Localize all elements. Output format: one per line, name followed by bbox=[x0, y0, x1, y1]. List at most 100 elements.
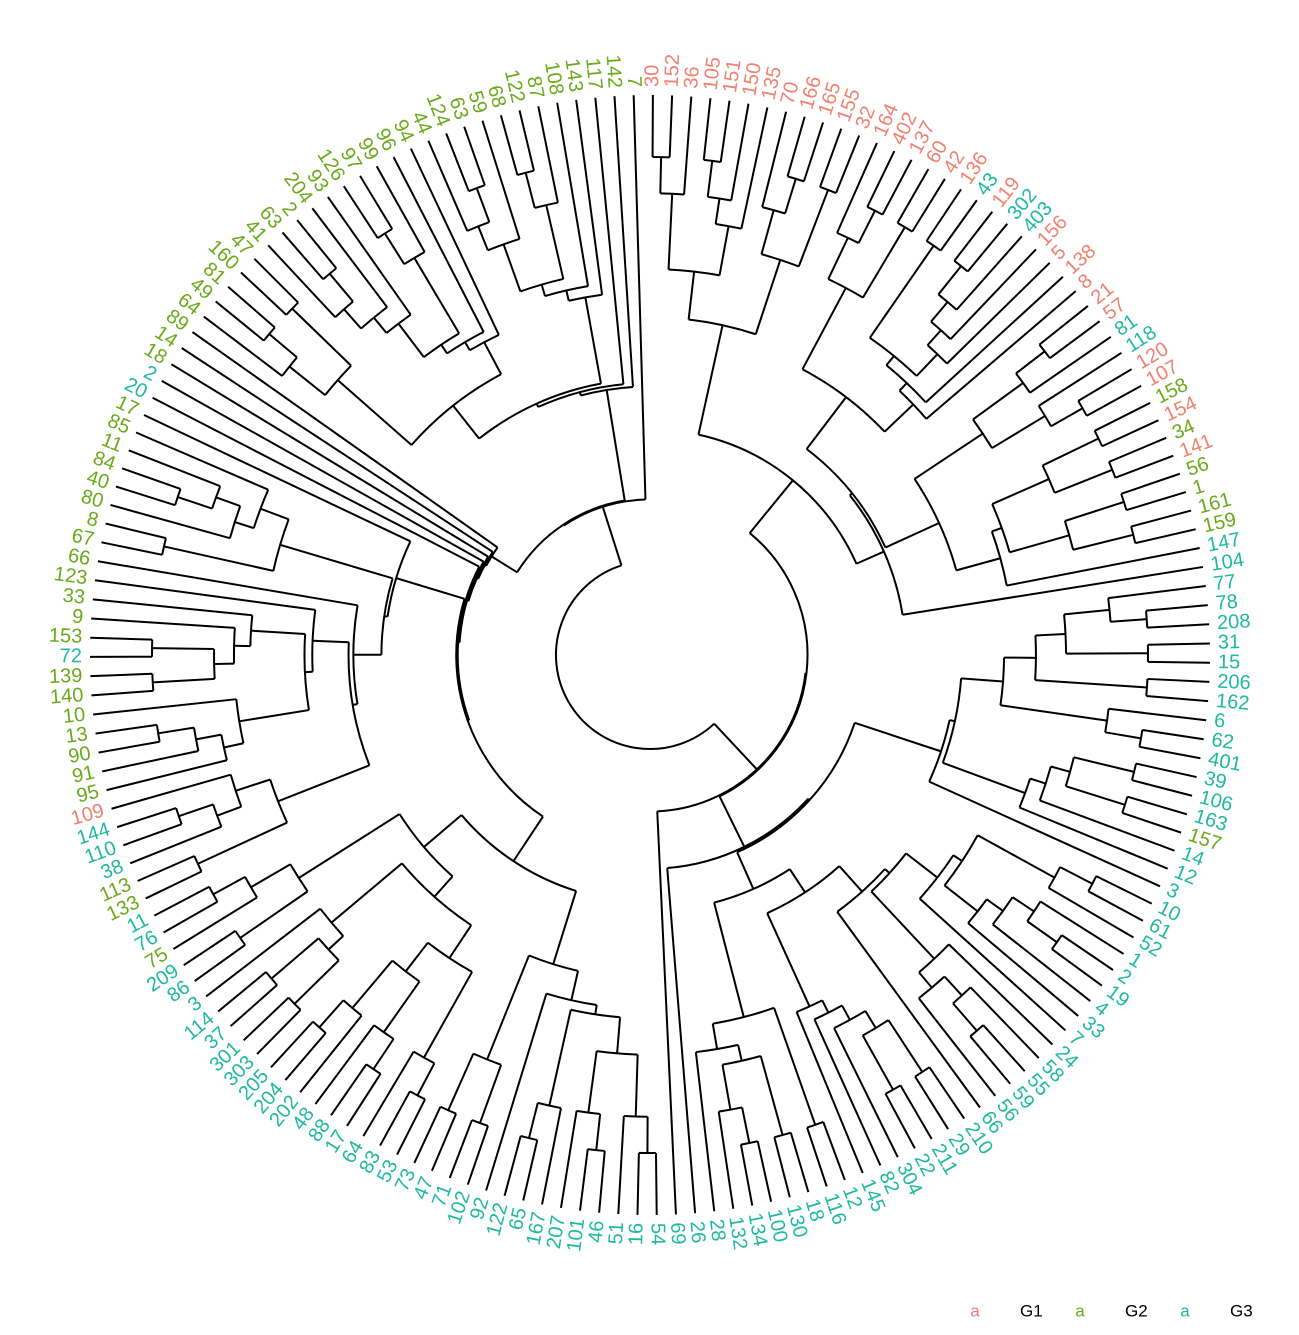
branch bbox=[836, 136, 859, 194]
branch bbox=[941, 200, 977, 250]
branch bbox=[173, 897, 257, 949]
branch bbox=[338, 380, 412, 445]
branch bbox=[1030, 337, 1111, 393]
branch bbox=[828, 238, 848, 279]
branch bbox=[138, 856, 195, 881]
branch bbox=[1010, 535, 1070, 552]
branch bbox=[722, 1065, 730, 1110]
branch bbox=[254, 259, 298, 303]
branch bbox=[486, 994, 546, 1191]
branch bbox=[417, 1063, 434, 1095]
branch bbox=[428, 141, 467, 231]
branch bbox=[1146, 696, 1208, 701]
legend-symbol: a bbox=[1075, 1301, 1085, 1320]
branch bbox=[396, 578, 464, 599]
branch bbox=[251, 631, 305, 634]
branch bbox=[756, 260, 781, 334]
branch bbox=[704, 98, 711, 160]
branch bbox=[915, 434, 983, 479]
branch bbox=[110, 505, 229, 538]
branch bbox=[742, 1107, 749, 1143]
branch bbox=[385, 233, 404, 264]
branch bbox=[224, 743, 244, 747]
branch bbox=[178, 497, 212, 509]
branch bbox=[797, 1012, 863, 1173]
branch bbox=[377, 166, 425, 252]
branch bbox=[344, 186, 378, 238]
branch bbox=[434, 876, 452, 896]
branch bbox=[656, 1153, 657, 1215]
branch bbox=[549, 1010, 570, 1106]
branch bbox=[107, 760, 227, 790]
branch bbox=[374, 318, 387, 333]
branch bbox=[330, 274, 353, 302]
branch bbox=[634, 95, 646, 499]
leaf-label: 16 bbox=[625, 1223, 647, 1246]
branch bbox=[95, 580, 315, 610]
branch bbox=[363, 1052, 413, 1136]
branch bbox=[863, 1036, 893, 1090]
branch bbox=[384, 982, 420, 1033]
branch bbox=[90, 674, 152, 676]
branch bbox=[927, 189, 961, 241]
branch bbox=[983, 1025, 1024, 1071]
branch bbox=[129, 450, 220, 486]
branch bbox=[603, 507, 622, 566]
branch bbox=[164, 546, 273, 570]
branch bbox=[213, 877, 245, 894]
branch bbox=[153, 679, 215, 682]
branch bbox=[617, 1017, 620, 1053]
branch bbox=[231, 985, 277, 1026]
branch bbox=[240, 891, 307, 938]
branch bbox=[269, 334, 297, 357]
branch bbox=[513, 817, 543, 862]
branch bbox=[477, 188, 490, 222]
branch bbox=[331, 1064, 366, 1115]
branch bbox=[900, 383, 907, 391]
branch bbox=[1016, 351, 1045, 373]
branch bbox=[432, 1114, 456, 1171]
branch bbox=[993, 924, 1090, 1001]
branch bbox=[478, 226, 488, 250]
branch bbox=[182, 348, 493, 552]
branch bbox=[929, 1067, 964, 1118]
branch bbox=[398, 324, 423, 357]
branch bbox=[919, 972, 932, 987]
branch bbox=[708, 161, 713, 197]
branch bbox=[1139, 747, 1200, 758]
branch bbox=[406, 943, 428, 972]
branch bbox=[660, 157, 661, 193]
branch bbox=[1051, 408, 1083, 426]
branch bbox=[344, 309, 361, 328]
branch bbox=[566, 290, 568, 300]
branch bbox=[954, 212, 992, 261]
branch bbox=[526, 173, 535, 208]
branch bbox=[1147, 679, 1209, 682]
branch bbox=[449, 925, 471, 958]
branch bbox=[1111, 619, 1147, 622]
branch bbox=[123, 824, 181, 845]
branch bbox=[468, 1126, 488, 1185]
branch bbox=[799, 190, 828, 267]
branch bbox=[1136, 764, 1197, 778]
branch bbox=[585, 297, 601, 383]
branch-arc bbox=[456, 599, 543, 817]
branch bbox=[807, 1128, 827, 1187]
branch bbox=[453, 406, 479, 439]
branch bbox=[973, 383, 1023, 420]
branch bbox=[171, 364, 488, 556]
branch bbox=[790, 869, 805, 892]
branch bbox=[257, 1010, 301, 1054]
branch bbox=[637, 1153, 638, 1215]
branch bbox=[424, 815, 462, 847]
branch bbox=[411, 149, 499, 335]
branch bbox=[153, 398, 480, 567]
branch bbox=[282, 232, 323, 279]
branch bbox=[529, 1103, 538, 1138]
branch bbox=[886, 356, 894, 365]
branch bbox=[689, 272, 695, 320]
branch bbox=[667, 868, 695, 1213]
branch bbox=[102, 751, 198, 771]
branch bbox=[1035, 634, 1065, 636]
branch bbox=[1027, 921, 1057, 942]
